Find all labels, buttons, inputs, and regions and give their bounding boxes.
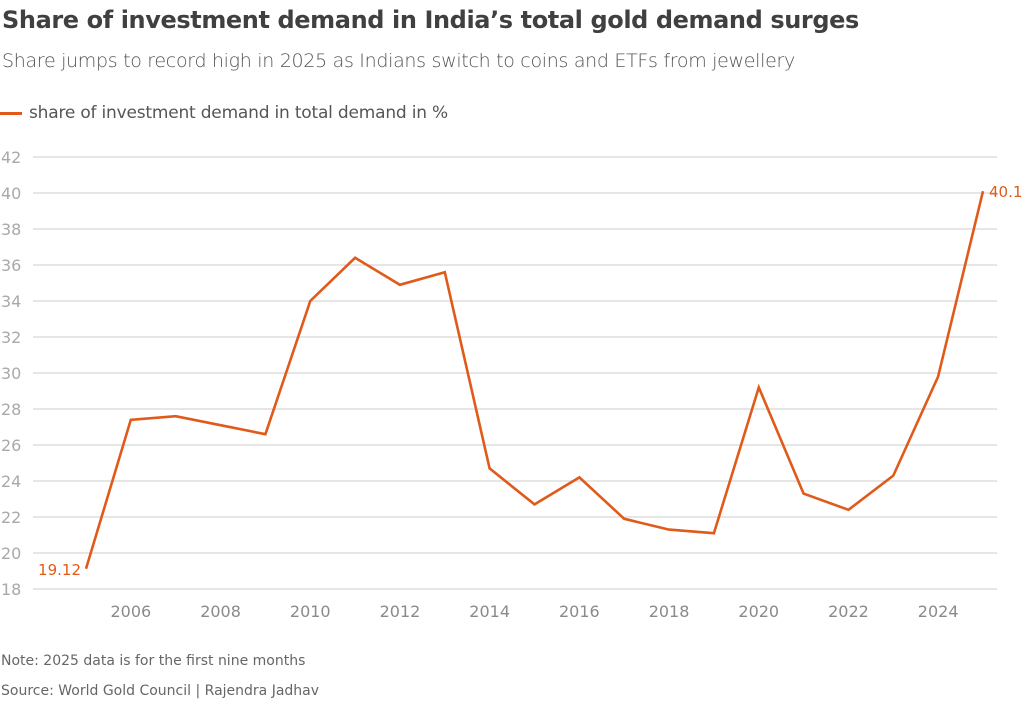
- y-tick-label: 32: [1, 328, 21, 347]
- x-tick-label: 2008: [200, 602, 241, 621]
- x-axis-ticks: 2006 2008 2010 2012 2014 2016 2018 2020 2022 2024: [110, 602, 958, 621]
- x-tick-label: 2018: [649, 602, 690, 621]
- x-tick-label: 2022: [828, 602, 869, 621]
- chart-title: Share of investment demand in India’s to…: [2, 6, 859, 34]
- x-tick-label: 2024: [918, 602, 959, 621]
- data-label: 19.12: [38, 561, 81, 579]
- x-tick-label: 2020: [738, 602, 779, 621]
- footer-source: Source: World Gold Council | Rajendra Ja…: [1, 683, 320, 699]
- x-tick-label: 2006: [110, 602, 151, 621]
- y-tick-label: 34: [1, 292, 21, 311]
- x-tick-label: 2014: [469, 602, 510, 621]
- y-tick-label: 42: [1, 148, 21, 167]
- x-tick-label: 2012: [380, 602, 421, 621]
- y-tick-label: 24: [1, 472, 21, 491]
- x-tick-label: 2010: [290, 602, 331, 621]
- y-tick-label: 30: [1, 364, 21, 383]
- legend-swatch: [0, 111, 22, 115]
- y-tick-label: 38: [1, 220, 21, 239]
- series-line: [84, 190, 985, 570]
- y-tick-label: 20: [1, 544, 21, 563]
- data-labels: 19.12 40.1: [38, 183, 1022, 579]
- y-tick-label: 40: [1, 184, 21, 203]
- y-tick-label: 26: [1, 436, 21, 455]
- y-tick-label: 22: [1, 508, 21, 527]
- legend: share of investment demand in total dema…: [0, 103, 448, 123]
- legend-label: share of investment demand in total dema…: [29, 103, 448, 123]
- series-layer: [84, 190, 985, 570]
- footer-note: Note: 2025 data is for the first nine mo…: [1, 653, 306, 669]
- gridlines: [33, 156, 997, 590]
- chart-subtitle: Share jumps to record high in 2025 as In…: [2, 50, 795, 72]
- y-tick-label: 18: [1, 580, 21, 599]
- data-label: 40.1: [989, 183, 1022, 201]
- y-tick-label: 36: [1, 256, 21, 275]
- y-axis-ticks: 18 20 22 24 26 28 30 32 34 36 38 40 42: [1, 148, 21, 599]
- x-tick-label: 2016: [559, 602, 600, 621]
- y-tick-label: 28: [1, 400, 21, 419]
